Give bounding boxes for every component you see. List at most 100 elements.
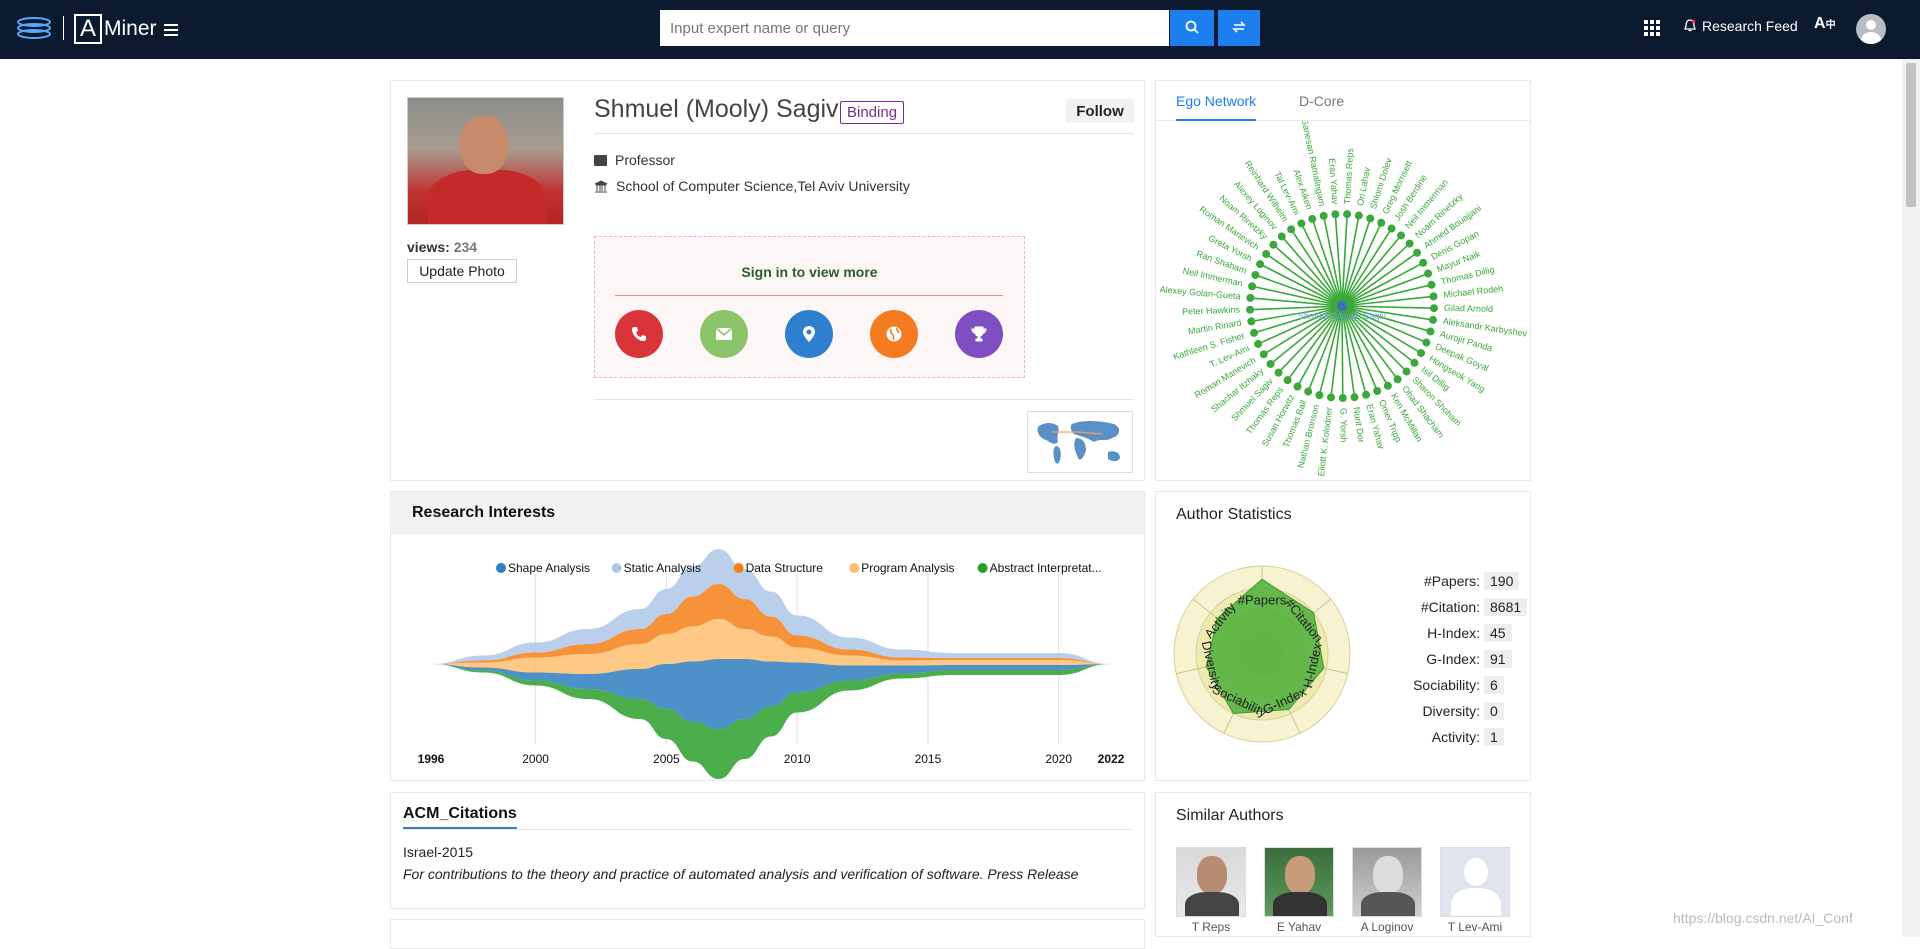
research-interests-chart[interactable]: 1996 2000 2005 2010 2015 2020 2022 Shape Analys… [391, 534, 1146, 780]
ego-node[interactable] [1417, 349, 1426, 358]
ego-node[interactable] [1402, 367, 1411, 376]
tab-d-core[interactable]: D-Core [1299, 93, 1345, 109]
apps-icon[interactable] [1644, 20, 1660, 36]
ego-node[interactable] [1266, 359, 1275, 368]
ego-node[interactable] [1304, 387, 1313, 396]
ego-node[interactable] [1429, 292, 1438, 301]
ego-node-label[interactable]: Peter Hawkins [1182, 304, 1241, 316]
legend-label[interactable]: Static Analysis [624, 561, 701, 575]
ego-node[interactable] [1283, 376, 1292, 385]
tab-ego-network[interactable]: Ego Network [1176, 93, 1257, 121]
tab-acm-citations[interactable]: ACM_Citations [403, 805, 517, 829]
ego-node[interactable] [1413, 248, 1422, 257]
ego-node[interactable] [1366, 214, 1375, 223]
ego-node[interactable] [1248, 282, 1257, 291]
signin-link[interactable]: Sign in to view more [741, 264, 878, 280]
user-avatar-icon[interactable] [1856, 14, 1886, 44]
ego-node[interactable] [1354, 211, 1363, 220]
location-icon[interactable] [785, 310, 833, 358]
stream-series-static-analysis[interactable] [431, 549, 1111, 664]
ego-node[interactable] [1259, 350, 1268, 359]
ego-node[interactable] [1269, 240, 1278, 249]
ego-node[interactable] [1251, 270, 1260, 279]
ego-node[interactable] [1256, 260, 1265, 269]
stream-series-program-analysis[interactable] [431, 619, 1111, 674]
legend-label[interactable]: Abstract Interpretat... [990, 561, 1102, 575]
ego-node-label[interactable]: Eran Yahav [1327, 158, 1340, 205]
similar-author[interactable]: T Reps [1176, 847, 1246, 934]
ego-node[interactable] [1429, 304, 1438, 313]
ego-node[interactable] [1377, 218, 1386, 227]
ego-node[interactable] [1338, 393, 1347, 402]
ego-node[interactable] [1397, 231, 1406, 240]
ego-node[interactable] [1308, 214, 1317, 223]
ego-node-label[interactable]: Alexey Golan-Gueta [1159, 284, 1241, 301]
stream-series-data-structure[interactable] [431, 584, 1111, 664]
aminer-logo[interactable] [16, 14, 52, 42]
ego-node-label[interactable]: G. Yorsh [1338, 408, 1348, 443]
ego-node[interactable] [1246, 305, 1255, 314]
scrollbar-thumb[interactable] [1906, 63, 1916, 207]
ego-node[interactable] [1350, 393, 1359, 402]
search-button[interactable] [1170, 10, 1214, 46]
ego-node[interactable] [1426, 327, 1435, 336]
ego-node[interactable] [1246, 293, 1255, 302]
ego-node[interactable] [1343, 210, 1352, 219]
legend-label[interactable]: Shape Analysis [508, 561, 590, 575]
stream-series-shape-analysis[interactable] [431, 659, 1111, 729]
ego-node-label[interactable]: Thomas Reps [1342, 147, 1355, 204]
ego-node-label[interactable]: Gilad Arnold [1444, 303, 1493, 314]
ego-node[interactable] [1277, 232, 1286, 241]
ego-node[interactable] [1262, 249, 1271, 258]
ego-node[interactable] [1427, 280, 1436, 289]
trophy-icon[interactable] [955, 310, 1003, 358]
world-map-thumbnail[interactable] [1027, 411, 1133, 473]
ego-node[interactable] [1405, 239, 1414, 248]
research-feed-link[interactable]: Research Feed [1684, 18, 1798, 34]
ego-node[interactable] [1428, 315, 1437, 324]
ego-node[interactable] [1424, 269, 1433, 278]
ego-node[interactable] [1326, 393, 1335, 402]
ego-node[interactable] [1383, 381, 1392, 390]
globe-icon[interactable] [870, 310, 918, 358]
page-scrollbar[interactable] [1902, 59, 1920, 937]
legend-label[interactable]: Data Structure [746, 561, 824, 575]
ego-node[interactable] [1274, 368, 1283, 377]
ego-node[interactable] [1287, 225, 1296, 234]
update-photo-button[interactable]: Update Photo [407, 259, 517, 283]
ego-node[interactable] [1422, 338, 1431, 347]
stream-series-abstract-interpretat-[interactable] [431, 664, 1111, 779]
legend-label[interactable]: Program Analysis [861, 561, 954, 575]
swap-button[interactable] [1218, 10, 1260, 46]
binding-button[interactable]: Binding [840, 101, 905, 124]
ego-node[interactable] [1393, 375, 1402, 384]
ego-node[interactable] [1293, 382, 1302, 391]
ego-node[interactable] [1254, 339, 1263, 348]
ego-node[interactable] [1331, 210, 1340, 219]
email-icon[interactable] [700, 310, 748, 358]
ego-node[interactable] [1315, 391, 1324, 400]
aminer-brand[interactable]: A Miner [74, 12, 157, 46]
search-input[interactable] [660, 10, 1169, 46]
ego-node[interactable] [1373, 386, 1382, 395]
ego-node[interactable] [1362, 390, 1371, 399]
ego-node[interactable] [1319, 211, 1328, 220]
menu-icon[interactable] [164, 24, 178, 36]
ego-node[interactable] [1410, 358, 1419, 367]
ego-node-label[interactable]: Michael Rodeh [1443, 284, 1504, 300]
translate-icon[interactable]: A中 [1814, 15, 1836, 32]
ego-center-node[interactable] [1337, 301, 1347, 311]
ego-node[interactable] [1419, 258, 1428, 267]
follow-button[interactable]: Follow [1066, 99, 1134, 123]
ego-node[interactable] [1387, 224, 1396, 233]
ego-node-label[interactable]: Eliott K. Kolodner [1316, 407, 1334, 477]
similar-author[interactable]: E Yahav [1264, 847, 1334, 934]
ego-node[interactable] [1247, 317, 1256, 326]
phone-icon[interactable] [615, 310, 663, 358]
ego-node[interactable] [1297, 219, 1306, 228]
similar-author[interactable]: T Lev-Ami [1440, 847, 1510, 934]
ego-node[interactable] [1250, 328, 1259, 337]
similar-author[interactable]: A Loginov [1352, 847, 1422, 934]
ego-node-label[interactable]: Nurit Dor [1352, 406, 1367, 443]
